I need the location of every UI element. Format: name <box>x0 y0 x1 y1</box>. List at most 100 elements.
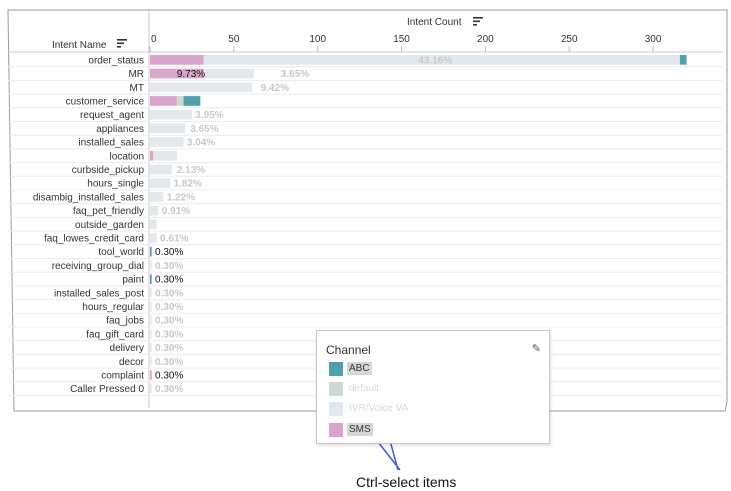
row-label-hours-regular: hours_regular <box>82 302 144 313</box>
row-label-paint: paint <box>122 275 144 286</box>
row-label-order-status: order_status <box>88 55 144 66</box>
data-label-decor: 0.30% <box>155 357 183 368</box>
row-label-disambig-installed-sales: disambig_installed_sales <box>33 192 144 203</box>
sort-icon-bar <box>473 17 483 19</box>
data-label-hours-regular: 0.30% <box>155 302 183 313</box>
legend-swatch-default <box>329 382 343 396</box>
data-label-disambig-installed-sales: 1.22% <box>167 192 195 203</box>
row-label-receiving-group-dial: receiving_group_dial <box>52 261 144 272</box>
data-label-faq-lowes-credit-card: 0.61% <box>160 233 188 244</box>
annotation-text: Ctrl-select items <box>356 474 457 490</box>
row-label-installed-sales-post: installed_sales_post <box>54 288 144 299</box>
data-label-curbside-pickup: 2.13% <box>177 165 205 176</box>
sort-icon <box>473 17 483 26</box>
row-header-title: Intent Name <box>52 40 107 51</box>
x-tick-label: 100 <box>309 34 326 45</box>
bar-ivr-voice-va-order-status <box>203 55 680 65</box>
data-label-delivery: 0.30% <box>155 343 183 354</box>
bar-ivr-voice-va-delivery <box>150 342 152 353</box>
data-label-installed-sales: 3.04% <box>187 138 215 149</box>
sort-icon-bar <box>473 20 480 23</box>
bar-ivr-voice-va-decor <box>150 356 152 367</box>
row-label-decor: decor <box>119 357 145 368</box>
bar-ivr-voice-va-location <box>153 150 177 161</box>
bar-ivr-voice-va-mr <box>203 68 254 79</box>
row-label-outside-garden: outside_garden <box>75 220 144 231</box>
legend-label-ivr-voice-va: IVR/Voice VA <box>349 403 409 414</box>
data-label-order-status: 43.16% <box>418 55 452 66</box>
data-label-mr: 9.73% <box>177 69 205 80</box>
data-label-caller-pressed-0: 0.30% <box>155 384 183 395</box>
data-label-paint: 0.30% <box>155 275 183 286</box>
sort-icon <box>117 39 127 48</box>
bar-ivr-voice-va-mt <box>150 82 253 93</box>
data-label-faq-jobs: 0.30% <box>155 316 183 327</box>
bar-ivr-voice-va-caller-pressed-0 <box>150 383 152 394</box>
bar-sms-complaint <box>150 370 152 380</box>
bar-sms-mr <box>150 68 204 79</box>
bar-ivr-voice-va-faq-gift-card <box>150 329 152 339</box>
bar-ivr-voice-va-outside-garden <box>150 219 157 230</box>
row-label-appliances: appliances <box>96 124 144 135</box>
bar-ivr-voice-va-receiving-group-dial <box>150 260 152 271</box>
legend-swatch-ivr-voice-va <box>329 402 343 416</box>
row-label-faq-jobs: faq_jobs <box>106 316 144 327</box>
legend-label-sms: SMS <box>347 423 373 436</box>
bar-ivr-voice-va-request-agent <box>150 109 192 120</box>
sort-icon-bar <box>117 39 127 41</box>
row-label-location: location <box>110 151 144 162</box>
bar-abc-customer-service <box>183 96 201 106</box>
row-label-request-agent: request_agent <box>80 110 144 121</box>
row-label-tool-world: tool_world <box>98 247 144 258</box>
data-label-request-agent: 3.95% <box>195 110 223 121</box>
data-label-mt: 9.42% <box>261 83 289 94</box>
bar-ivr-voice-va-appliances <box>150 123 186 134</box>
channel-legend: Channel ✎ ABC default IVR/Voice VA SMS <box>316 330 550 444</box>
row-label-faq-pet-friendly: faq_pet_friendly <box>73 206 144 217</box>
data-label-complaint: 0.30% <box>155 370 183 381</box>
data-label-appliances: 3.65% <box>190 124 218 135</box>
legend-title: Channel <box>326 343 371 357</box>
bar-ivr-voice-va-hours-regular <box>150 301 152 312</box>
legend-label-default: default <box>349 383 380 394</box>
pencil-icon[interactable]: ✎ <box>531 343 541 355</box>
bar-default-customer-service <box>176 96 184 106</box>
row-label-complaint: complaint <box>101 370 144 381</box>
x-tick-label: 200 <box>477 34 494 45</box>
row-label-delivery: delivery <box>110 343 144 354</box>
row-label-caller-pressed-0: Caller Pressed 0 <box>70 384 144 395</box>
bar-sms-location <box>150 150 154 161</box>
data-label-faq-pet-friendly: 0.91% <box>162 206 190 217</box>
bar-sms-order-status <box>150 55 204 65</box>
bar-ivr-voice-va-hours-single <box>150 178 171 188</box>
row-label-hours-single: hours_single <box>87 179 144 190</box>
row-label-curbside-pickup: curbside_pickup <box>72 165 145 176</box>
row-label-customer-service: customer_service <box>66 96 145 107</box>
x-tick-label: 0 <box>151 34 157 45</box>
bar-abc-order-status <box>679 55 687 65</box>
bar-ivr-voice-va-faq-pet-friendly <box>150 205 159 216</box>
data-label-tool-world: 0.30% <box>155 247 183 258</box>
row-label-installed-sales: installed_sales <box>78 138 144 149</box>
row-label-mt: MT <box>130 83 144 94</box>
x-tick-label: 150 <box>393 34 410 45</box>
data-label-receiving-group-dial: 0.30% <box>155 261 183 272</box>
x-tick-label: 50 <box>228 34 240 45</box>
data-label-mr: 3.65% <box>281 69 309 80</box>
x-tick-label: 250 <box>561 34 578 45</box>
data-label-hours-single: 1.82% <box>173 179 201 190</box>
bar-ivr-voice-va-faq-lowes-credit-card <box>150 233 157 243</box>
bar-sms-customer-service <box>150 96 177 106</box>
x-axis-title: Intent Count <box>407 17 462 28</box>
bar-ivr-voice-va-installed-sales <box>150 137 184 147</box>
data-label-installed-sales-post: 0.30% <box>155 288 183 299</box>
sort-icon-bar <box>473 24 477 26</box>
bar-abc-paint <box>150 274 152 284</box>
row-label-faq-lowes-credit-card: faq_lowes_credit_card <box>44 233 144 244</box>
x-tick-label: 300 <box>645 34 662 45</box>
bar-ivr-voice-va-installed-sales-post <box>150 287 152 298</box>
legend-label-abc: ABC <box>347 362 372 375</box>
bar-ivr-voice-va-disambig-installed-sales <box>150 192 164 202</box>
sort-icon-bar <box>117 46 121 48</box>
